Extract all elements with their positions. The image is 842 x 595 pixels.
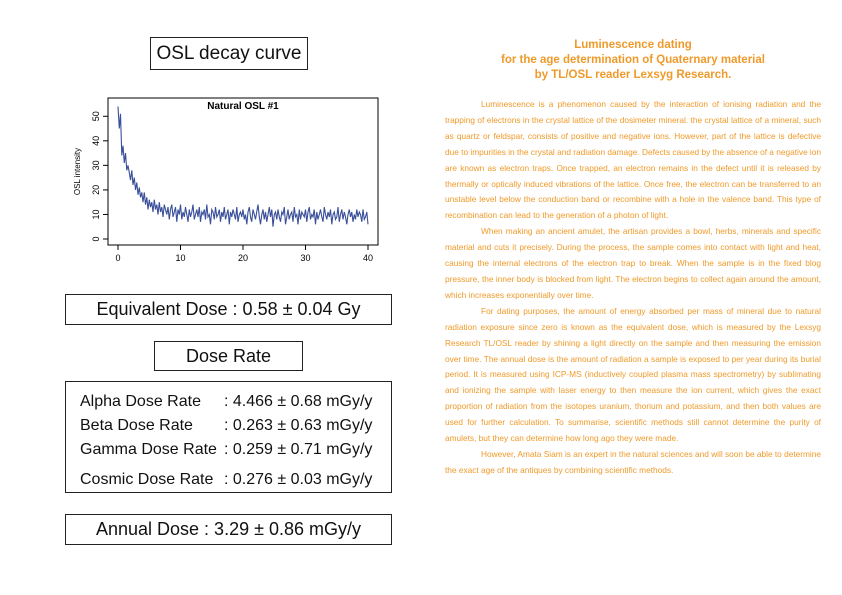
dose-rate-value: : 4.466 ± 0.68 mGy/y — [224, 393, 373, 410]
y-tick-label: 10 — [91, 209, 101, 219]
osl-decay-chart: Natural OSL #1 0 10 20 30 40 0 10 20 30 40 50 OSL in… — [73, 97, 379, 263]
x-tick-label: 0 — [115, 253, 120, 263]
dose-rate-title-box: Dose Rate — [154, 341, 303, 371]
x-tick-label: 40 — [363, 253, 373, 263]
article-paragraph: For dating purposes, the amount of energ… — [445, 305, 821, 444]
dose-rate-label: Alpha Dose Rate — [80, 393, 201, 410]
osl-series-line — [117, 106, 369, 227]
article-title-line: Luminescence dating — [574, 39, 692, 51]
article-paragraph: However, Amata Siam is an expert in the … — [445, 448, 821, 475]
article-paragraph: Luminescence is a phenomenon caused by t… — [445, 99, 821, 221]
osl-title-box: OSL decay curve — [150, 37, 308, 70]
plot-frame — [107, 97, 379, 246]
equivalent-dose: Equivalent Dose : 0.58 ± 0.04 Gy — [96, 299, 361, 319]
dose-rate-label: Cosmic Dose Rate — [80, 471, 214, 488]
article-title-line: by TL/OSL reader Lexsyg Research. — [534, 69, 732, 81]
article-title: Luminescence dating for the age determin… — [445, 38, 821, 83]
article-title-line: for the age determination of Quaternary … — [501, 54, 765, 66]
article-paragraph: When making an ancient amulet, the artis… — [445, 226, 821, 300]
dose-rate-value: : 0.263 ± 0.63 mGy/y — [224, 417, 373, 434]
x-tick-label: 20 — [238, 253, 248, 263]
dose-rates-box: Alpha Dose Rate : 4.466 ± 0.68 mGy/y Bet… — [65, 381, 392, 493]
equivalent-dose-box: Equivalent Dose : 0.58 ± 0.04 Gy — [65, 294, 392, 325]
dose-rate-row-alpha: Alpha Dose Rate : 4.466 ± 0.68 mGy/y — [80, 390, 391, 414]
dose-rate-title: Dose Rate — [185, 345, 272, 366]
y-tick-label: 0 — [91, 236, 101, 241]
dose-rate-value: : 0.276 ± 0.03 mGy/y — [224, 471, 373, 488]
article: Luminescence dating for the age determin… — [445, 38, 821, 479]
x-tick-label: 30 — [300, 253, 310, 263]
osl-title: OSL decay curve — [156, 42, 302, 64]
y-tick-label: 40 — [91, 136, 101, 146]
y-tick-label: 20 — [91, 185, 101, 195]
dose-rate-row-cosmic: Cosmic Dose Rate : 0.276 ± 0.03 mGy/y — [80, 468, 391, 492]
y-axis-label: OSL intensity — [73, 148, 82, 195]
dose-rate-row-beta: Beta Dose Rate : 0.263 ± 0.63 mGy/y — [80, 414, 391, 438]
dose-rate-row-gamma: Gamma Dose Rate : 0.259 ± 0.71 mGy/y — [80, 438, 391, 462]
dose-rate-label: Gamma Dose Rate — [80, 441, 217, 458]
y-tick-label: 30 — [91, 160, 101, 170]
dose-rate-label: Beta Dose Rate — [80, 417, 193, 434]
chart-title: Natural OSL #1 — [207, 101, 279, 112]
x-tick-label: 10 — [175, 253, 185, 263]
dose-rate-value: : 0.259 ± 0.71 mGy/y — [224, 441, 373, 458]
y-tick-label: 50 — [91, 111, 101, 121]
annual-dose-box: Annual Dose : 3.29 ± 0.86 mGy/y — [65, 514, 392, 545]
annual-dose: Annual Dose : 3.29 ± 0.86 mGy/y — [95, 519, 362, 539]
